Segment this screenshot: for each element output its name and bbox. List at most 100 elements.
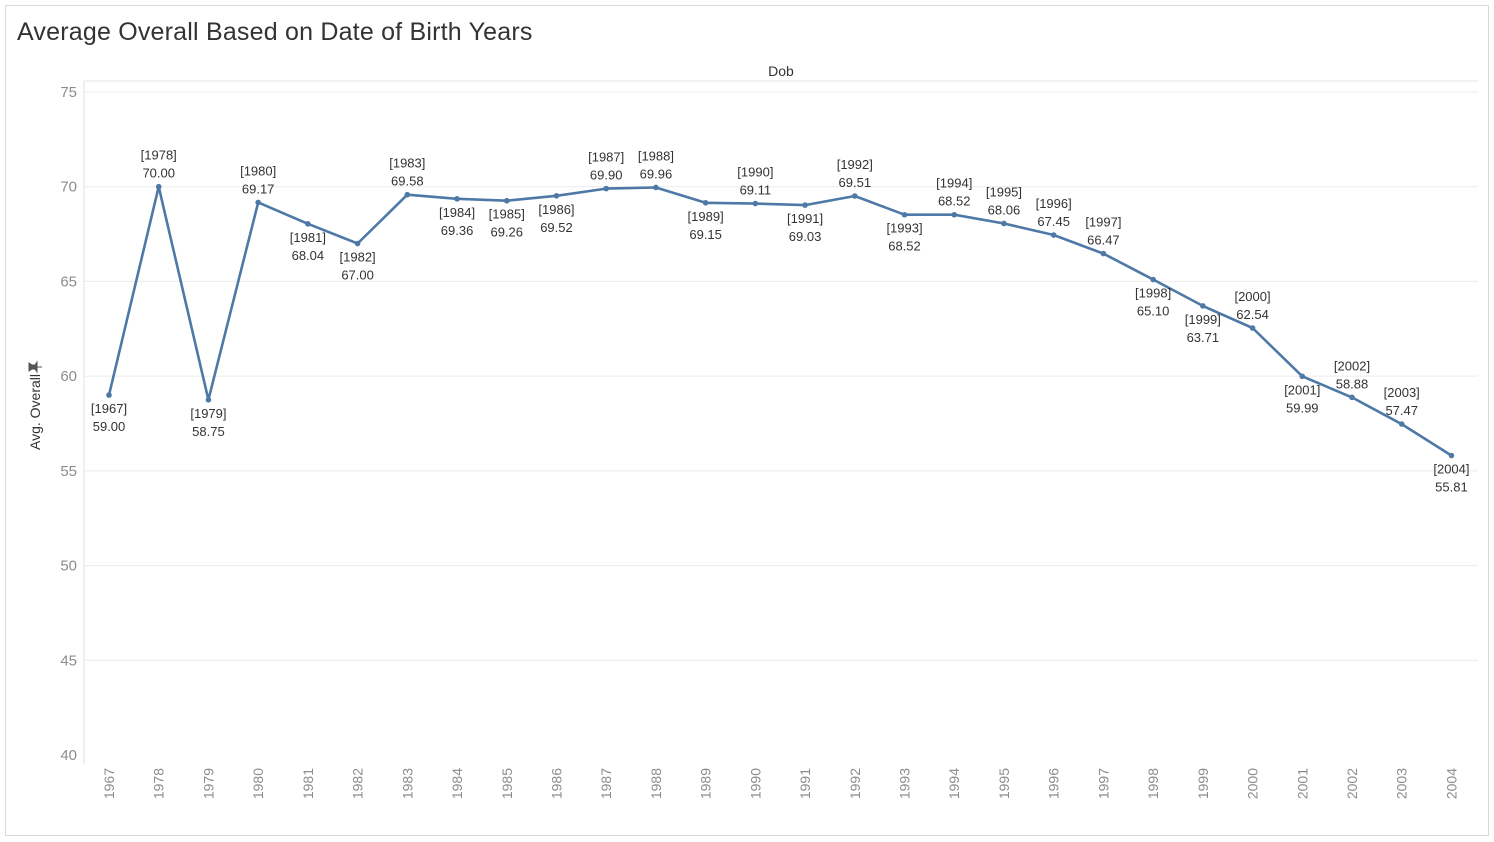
data-point-1992[interactable] — [852, 193, 858, 199]
x-tick-label-1995: 1995 — [996, 768, 1012, 799]
column-header-dob: Dob — [768, 63, 794, 79]
y-tick-label: 55 — [60, 463, 77, 480]
data-label-1992: [1992] 69.51 — [837, 157, 873, 190]
y-tick-label: 65 — [60, 273, 77, 290]
data-point-2004[interactable] — [1448, 452, 1455, 459]
y-tick-label: 75 — [60, 84, 77, 101]
data-label-1994: [1994] 68.52 — [936, 176, 972, 209]
data-label-1995: [1995] 68.06 — [986, 184, 1022, 217]
data-point-2003[interactable] — [1398, 421, 1405, 427]
x-tick-label-1998: 1998 — [1145, 768, 1161, 799]
data-points — [106, 183, 1455, 459]
x-tick-label-2004: 2004 — [1443, 768, 1459, 799]
x-tick-label-1981: 1981 — [300, 768, 316, 799]
data-point-1989[interactable] — [702, 200, 709, 206]
pin-icon[interactable] — [28, 360, 42, 374]
data-point-1996[interactable] — [1050, 232, 1057, 238]
data-label-2004: [2004] 55.81 — [1433, 462, 1469, 495]
x-tick-label-1984: 1984 — [449, 768, 465, 799]
data-point-1991[interactable] — [802, 202, 808, 208]
data-point-1986[interactable] — [553, 193, 560, 199]
x-tick-label-1978: 1978 — [151, 768, 167, 799]
data-label-1979: [1979] 58.75 — [190, 406, 226, 439]
x-tick-label-2002: 2002 — [1344, 768, 1360, 799]
gridlines — [84, 91, 1478, 661]
data-point-1998[interactable] — [1150, 276, 1156, 283]
data-label-1986: [1986] 69.52 — [538, 202, 574, 235]
x-tick-label-1993: 1993 — [897, 768, 913, 799]
x-tick-label-1980: 1980 — [250, 768, 266, 799]
data-point-1999[interactable] — [1200, 303, 1206, 309]
data-label-1989: [1989] 69.15 — [688, 209, 724, 242]
x-tick-label-2000: 2000 — [1245, 768, 1261, 799]
data-point-1980[interactable] — [255, 199, 261, 206]
y-axis-ticks: 75 70 65 60 55 50 45 40 — [60, 84, 77, 764]
x-tick-label-1992: 1992 — [847, 768, 863, 799]
data-label-2001: [2001] 59.99 — [1284, 382, 1320, 415]
x-axis-ticks: 1967 1978 1979 1980 1981 1982 1983 1984 1985 1986… — [101, 768, 1459, 799]
x-tick-label-1986: 1986 — [548, 768, 564, 799]
data-label-1993: [1993] 68.52 — [886, 221, 922, 254]
data-point-1995[interactable] — [1001, 220, 1007, 227]
data-point-1987[interactable] — [603, 185, 609, 192]
data-label-1990: [1990] 69.11 — [737, 165, 773, 198]
data-label-1967: [1967] 59.00 — [91, 401, 127, 434]
data-label-1991: [1991] 69.03 — [787, 211, 823, 244]
x-tick-label-1983: 1983 — [399, 768, 415, 799]
data-point-1988[interactable] — [653, 184, 659, 191]
data-point-1983[interactable] — [404, 191, 411, 198]
x-tick-label-1987: 1987 — [598, 768, 614, 799]
chart-title: Average Overall Based on Date of Birth Y… — [17, 18, 533, 46]
data-label-2002: [2002] 58.88 — [1334, 358, 1370, 391]
x-tick-label-1994: 1994 — [946, 768, 962, 799]
y-tick-label: 40 — [60, 747, 77, 764]
x-tick-label-1985: 1985 — [499, 768, 515, 799]
data-label-2000: [2000] 62.54 — [1234, 289, 1270, 322]
data-label-1999: [1999] 63.71 — [1185, 312, 1221, 345]
y-tick-label: 50 — [60, 558, 77, 575]
y-axis-title: Avg. Overall — [27, 374, 43, 450]
data-point-1979[interactable] — [205, 397, 212, 403]
data-point-1990[interactable] — [752, 200, 759, 207]
x-tick-label-1979: 1979 — [200, 768, 216, 799]
data-label-1985: [1985] 69.26 — [489, 207, 525, 240]
data-point-2001[interactable] — [1299, 373, 1306, 380]
data-point-1978[interactable] — [155, 183, 162, 190]
data-point-2002[interactable] — [1349, 394, 1355, 401]
data-label-1987: [1987] 69.90 — [588, 150, 624, 183]
data-point-1981[interactable] — [305, 221, 311, 227]
data-label-1981: [1981] 68.04 — [290, 230, 326, 263]
data-label-1996: [1996] 67.45 — [1036, 196, 1072, 229]
data-point-1982[interactable] — [354, 240, 361, 247]
data-label-1988: [1988] 69.96 — [638, 148, 674, 181]
data-point-1997[interactable] — [1100, 250, 1107, 257]
x-tick-label-1996: 1996 — [1046, 768, 1062, 799]
x-tick-label-1982: 1982 — [350, 768, 366, 799]
x-tick-label-2001: 2001 — [1294, 768, 1310, 799]
x-tick-label-1997: 1997 — [1095, 768, 1111, 799]
data-label-2003: [2003] 57.47 — [1384, 385, 1420, 418]
data-point-2000[interactable] — [1249, 325, 1256, 331]
x-tick-label-1999: 1999 — [1195, 768, 1211, 799]
y-tick-label: 60 — [60, 368, 77, 385]
series-line[interactable] — [107, 185, 1453, 457]
x-tick-label-2003: 2003 — [1394, 768, 1410, 799]
x-tick-label-1989: 1989 — [698, 768, 714, 799]
data-point-1967[interactable] — [106, 392, 112, 398]
y-tick-label: 70 — [60, 179, 77, 196]
data-point-1985[interactable] — [503, 197, 510, 204]
data-label-1978: [1978] 70.00 — [141, 148, 177, 181]
x-tick-label-1990: 1990 — [747, 768, 763, 799]
data-label-1997: [1997] 66.47 — [1085, 215, 1121, 248]
y-tick-label: 45 — [60, 652, 77, 669]
x-tick-label-1967: 1967 — [101, 768, 117, 799]
data-label-1980: [1980] 69.17 — [240, 163, 276, 196]
data-point-1994[interactable] — [951, 211, 958, 218]
data-point-1984[interactable] — [454, 196, 460, 202]
data-label-1998: [1998] 65.10 — [1135, 286, 1171, 319]
data-labels: [1967] 59.00 [1978] 70.00 [1979] 58.75 [1980] 6… — [91, 148, 1470, 495]
data-label-1984: [1984] 69.36 — [439, 205, 475, 238]
data-point-1993[interactable] — [901, 211, 908, 218]
chart-frame — [5, 5, 1489, 836]
